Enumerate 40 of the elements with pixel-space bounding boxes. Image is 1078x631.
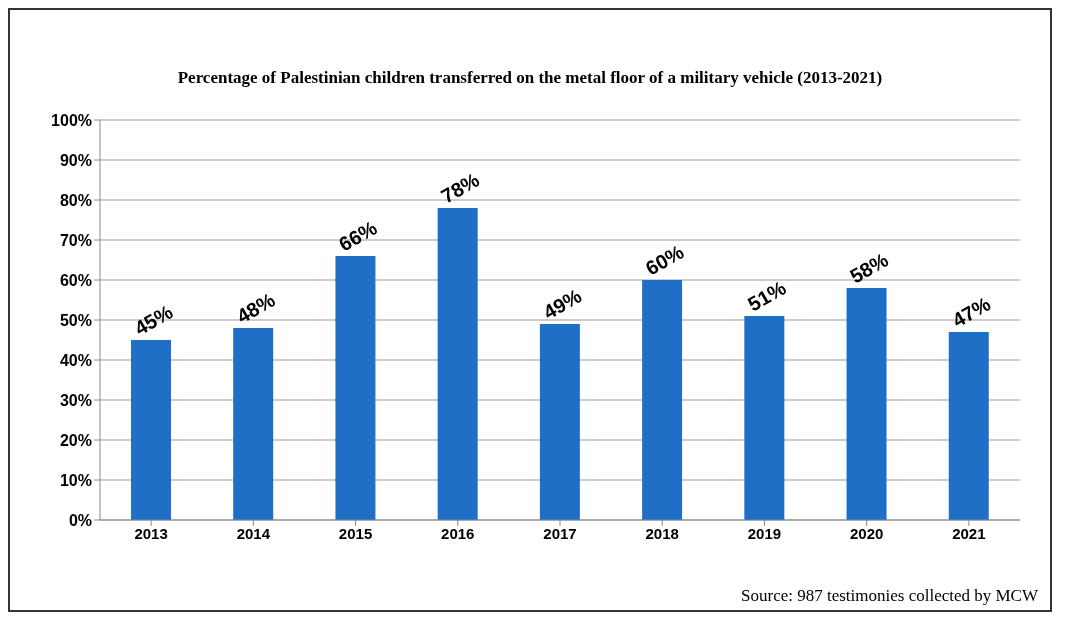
bar: [437, 208, 478, 520]
bar: [744, 316, 785, 520]
bar: [335, 256, 376, 520]
x-tick-label: 2015: [338, 524, 373, 542]
data-label: 47%: [948, 292, 995, 332]
source-note: Source: 987 testimonies collected by MCW: [741, 586, 1038, 606]
data-label: 49%: [539, 284, 586, 324]
y-tick-label: 10%: [59, 471, 92, 489]
x-tick-label: 2019: [747, 524, 782, 542]
y-tick-label: 40%: [59, 351, 92, 369]
y-tick-label: 30%: [59, 391, 92, 409]
bar: [233, 328, 274, 520]
bar: [948, 332, 989, 520]
x-tick-label: 2017: [543, 524, 577, 542]
x-tick-label: 2016: [441, 524, 475, 542]
data-label: 58%: [846, 248, 893, 288]
data-label: 48%: [232, 288, 279, 328]
bar: [131, 340, 171, 520]
y-tick-label: 50%: [59, 311, 92, 329]
y-tick-label: 80%: [59, 191, 92, 209]
y-tick-label: 0%: [68, 511, 92, 529]
bar: [642, 280, 683, 520]
bar: [846, 288, 887, 520]
x-tick-label: 2014: [236, 524, 271, 542]
y-tick-label: 20%: [59, 431, 92, 449]
y-tick-label: 100%: [51, 111, 92, 129]
data-label: 45%: [130, 300, 177, 340]
chart-title: Percentage of Palestinian children transferred on the metal floor of a military vehicle (2013-2021): [176, 68, 884, 88]
y-tick-label: 70%: [59, 231, 92, 249]
y-tick-label: 60%: [59, 271, 92, 289]
data-label: 60%: [641, 240, 688, 280]
data-label: 51%: [744, 276, 790, 316]
x-tick-label: 2013: [134, 524, 168, 542]
x-tick-label: 2018: [645, 524, 679, 542]
data-label: 78%: [437, 168, 484, 208]
data-label: 66%: [335, 216, 381, 256]
x-tick-label: 2021: [952, 524, 986, 542]
bar: [539, 324, 580, 520]
y-tick-label: 90%: [59, 151, 92, 169]
x-tick-label: 2020: [849, 524, 884, 542]
